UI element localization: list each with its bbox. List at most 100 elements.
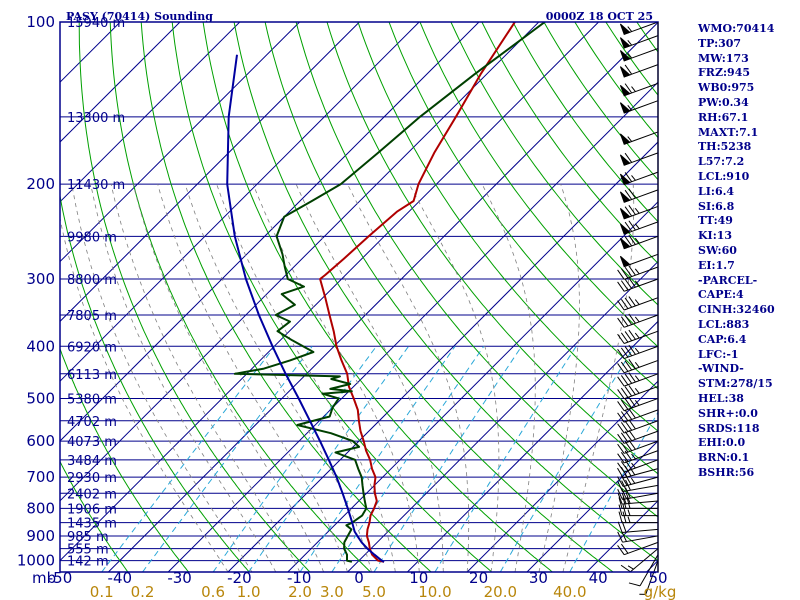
wind-barb-flag: [628, 359, 636, 369]
wind-barb: [628, 554, 659, 587]
index-line: STM:278/15: [698, 377, 773, 391]
wind-barb-flag: [617, 433, 625, 444]
wind-barb-flag: [628, 429, 636, 440]
index-line: -WIND-: [698, 362, 744, 376]
wind-barb-staff: [624, 373, 659, 387]
dry-adiabat-line: [60, 460, 129, 572]
height-level-label: 13300 m: [67, 111, 125, 126]
wind-barb: [619, 220, 659, 235]
wind-barb: [617, 429, 659, 444]
isotherm-line: [466, 380, 658, 572]
wind-barb-flag: [620, 299, 629, 309]
moist-adiabat-line: [184, 183, 372, 572]
index-line: SHR+:0.0: [698, 406, 758, 420]
wind-barb-flag: [617, 269, 625, 280]
wind-barb-pennant: [619, 255, 631, 268]
wind-barb: [619, 188, 659, 203]
temperature-tick-label: -50: [48, 569, 73, 587]
wind-barb-flag: [628, 397, 636, 407]
wind-barb: [619, 35, 659, 49]
mixing-ratio-label: 0.6: [201, 583, 225, 600]
moist-adiabat-line: [60, 216, 229, 572]
wind-barb-pennant: [619, 23, 631, 35]
isotherm-line: [60, 22, 61, 24]
wind-barb-flag: [624, 420, 633, 431]
index-line: SW:60: [698, 243, 737, 257]
height-level-label: 7805 m: [67, 309, 117, 324]
pressure-tick-label: 200: [26, 175, 55, 193]
wind-barb-flag: [628, 329, 636, 340]
index-line: TP:307: [698, 36, 742, 50]
wind-barb: [617, 419, 659, 434]
wind-barb: [620, 548, 659, 573]
height-level-label: 4073 m: [67, 435, 117, 450]
wind-barb-flag: [624, 236, 633, 247]
wind-barb-flag: [617, 476, 624, 487]
wind-barb-flag: [617, 412, 625, 423]
wind-barb-pennant: [619, 37, 631, 49]
wind-barb-staff: [622, 500, 659, 505]
wind-barb-half-flag: [631, 462, 636, 469]
wind-barb-half-flag: [627, 516, 631, 523]
height-level-label: 9980 m: [67, 230, 117, 245]
index-line: RH:67.1: [698, 110, 749, 124]
dry-adiabat-line: [60, 193, 250, 572]
dry-adiabat-line: [78, 22, 311, 572]
wind-barb: [619, 152, 659, 166]
wind-barb-pennant: [619, 66, 631, 78]
wind-barb: [617, 359, 659, 374]
wind-barb-flag: [620, 411, 629, 422]
moist-adiabat-line: [538, 183, 580, 572]
wind-barb: [619, 82, 659, 97]
mixing-ratio-label: 10.0: [418, 583, 451, 600]
isotherm-line: [347, 260, 658, 572]
wind-barb-flag: [620, 432, 629, 443]
wind-barb-flag: [617, 467, 624, 479]
wind-barb-staff: [624, 430, 659, 444]
dry-adiabat-line: [140, 22, 432, 572]
wind-barb-half-flag: [631, 86, 636, 92]
pressure-tick-label: 1000: [17, 552, 55, 570]
wind-barb-half-flag: [634, 208, 640, 214]
wind-barb-flag: [617, 333, 625, 344]
temperature-tick-label: -30: [167, 569, 192, 587]
wind-barb-flag: [628, 408, 636, 419]
wind-barb-flag: [617, 376, 625, 387]
wind-barb-flag: [617, 462, 625, 473]
dry-adiabat-line: [171, 22, 493, 572]
index-line: MW:173: [698, 51, 749, 65]
mixing-ratio-label: 2.0: [288, 583, 312, 600]
pressure-tick-label: 400: [26, 337, 55, 355]
height-level-label: 6113 m: [67, 368, 117, 383]
wind-barb-flag: [617, 401, 625, 412]
wind-barb-flag: [621, 521, 627, 533]
wind-barb-staff: [624, 385, 659, 400]
wind-barb-pennant: [619, 173, 631, 186]
moist-adiabat-line: [347, 183, 470, 572]
wind-barb-staff: [624, 420, 659, 434]
isotherm-line: [407, 320, 658, 572]
height-level-label: 3484 m: [67, 454, 117, 469]
wind-barb-flag: [618, 511, 623, 523]
wind-barb-flag: [628, 277, 636, 288]
wind-barb: [617, 459, 659, 473]
wind-barb-flag: [628, 582, 641, 587]
wind-barb-flag: [620, 564, 631, 573]
index-line: MAXT:7.1: [698, 125, 759, 139]
dry-adiabat-line: [388, 22, 658, 390]
wind-barb-staff: [624, 297, 659, 311]
wind-barb-flag: [617, 531, 623, 543]
mixing-ratio-line: [299, 346, 456, 572]
isotherm-line: [0, 22, 1, 572]
wind-barb: [617, 313, 659, 328]
height-level-label: 11430 m: [67, 178, 125, 193]
wind-barb: [617, 372, 659, 387]
wind-barb-half-flag: [627, 39, 633, 46]
wind-barb-half-flag: [634, 362, 640, 368]
mixing-ratio-line: [434, 346, 577, 572]
wind-barb-flag: [624, 172, 633, 182]
wind-barb-staff: [624, 459, 659, 473]
index-line: WB0:975: [698, 81, 755, 95]
wind-barb-staff: [624, 541, 659, 556]
